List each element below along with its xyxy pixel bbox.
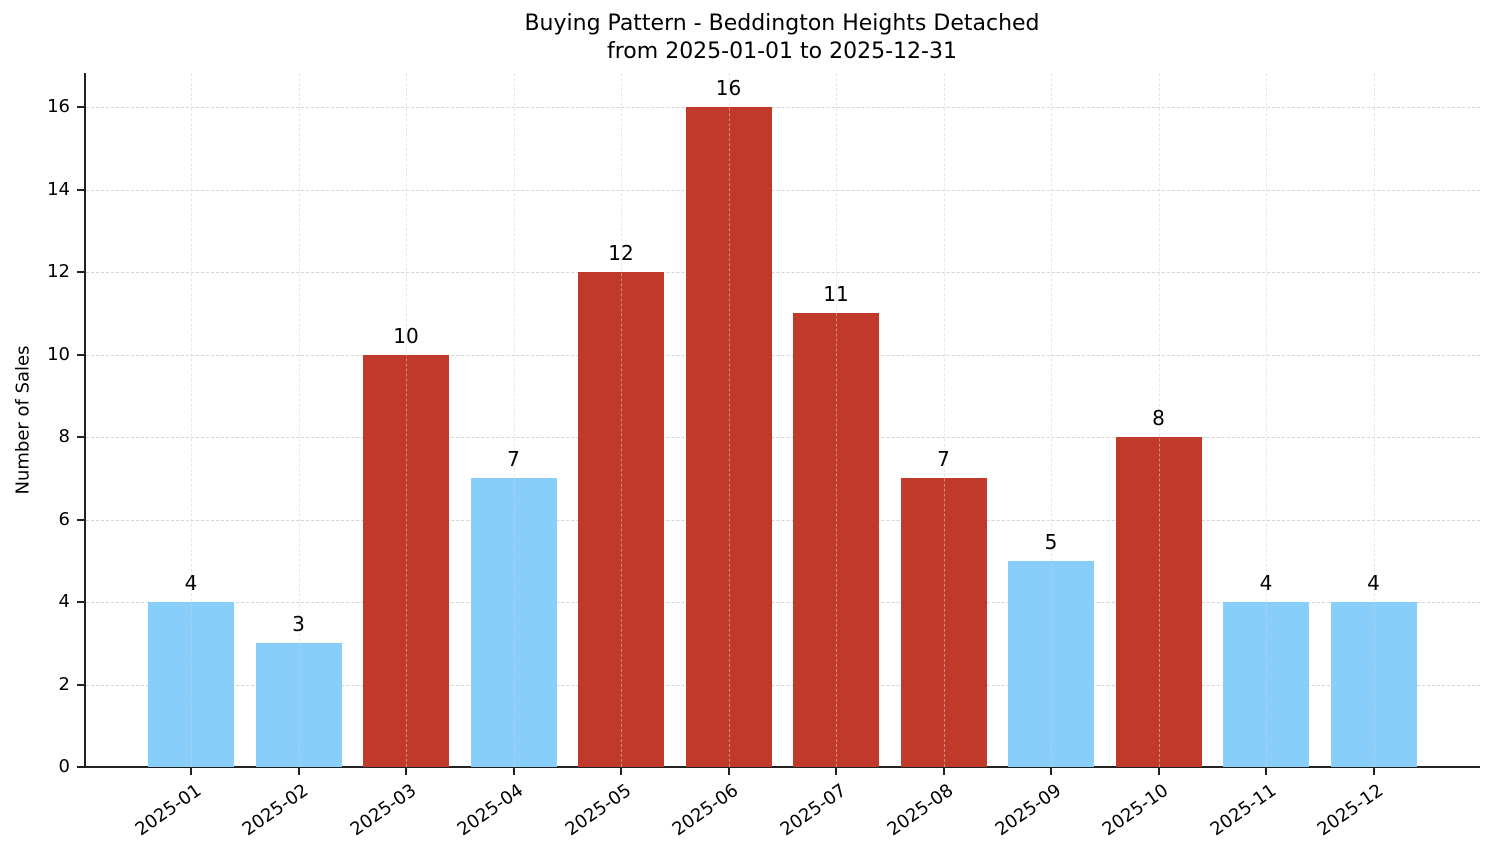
x-tick-label: 2025-02 [238,779,313,841]
x-tick [620,768,622,775]
x-tick-label: 2025-10 [1098,779,1173,841]
x-tick [1157,768,1160,775]
bar-value-label: 7 [507,447,520,472]
y-tick [77,601,84,603]
v-gridline [513,73,515,767]
bar-value-label: 10 [393,323,419,348]
x-tick [512,768,515,775]
bar-value-label: 11 [823,282,849,307]
x-tick-label: 2025-11 [1206,779,1281,841]
h-gridline [86,272,1480,273]
y-tick-label: 6 [58,508,70,530]
v-gridline [191,73,192,767]
v-gridline [943,73,945,767]
x-tick-label: 2025-08 [883,779,958,841]
h-gridline [86,437,1480,438]
bar-value-label: 16 [715,76,742,100]
h-gridline [86,107,1480,108]
bar-value-label: 4 [1259,571,1273,595]
x-axis-line [84,766,1480,768]
x-tick [1265,768,1267,775]
y-tick-label: 2 [58,673,70,695]
v-gridline [1373,73,1375,767]
x-tick-label: 2025-09 [991,779,1066,841]
v-gridline [1051,73,1052,767]
h-gridline [86,519,1480,521]
y-tick [77,271,84,273]
bar-value-label: 3 [292,612,305,637]
bar-value-label: 4 [184,571,198,595]
x-tick-label: 2025-01 [131,779,206,841]
x-tick [727,768,730,775]
h-gridline [86,354,1480,356]
bar-value-label: 7 [937,447,950,472]
y-tick [77,766,84,768]
chart-title: Buying Pattern - Beddington Heights Deta… [0,10,1494,66]
v-gridline [1158,73,1160,767]
chart-title-main: Buying Pattern - Beddington Heights Deta… [524,11,1040,36]
x-tick [1050,768,1052,775]
x-tick [190,768,192,775]
y-axis-line [84,73,86,768]
v-gridline [621,73,622,767]
y-tick [77,683,84,686]
x-tick-label: 2025-04 [453,779,528,841]
y-tick-label: 8 [58,426,70,447]
h-gridline [86,602,1480,603]
bar-value-label: 5 [1044,529,1058,554]
x-tick-label: 2025-12 [1313,779,1388,841]
v-gridline [836,73,837,767]
h-gridline [86,684,1480,686]
x-tick-label: 2025-06 [668,779,743,841]
y-tick [77,353,84,356]
bar-value-label: 8 [1152,406,1165,430]
v-gridline [298,73,300,767]
h-gridline [86,189,1480,191]
y-tick-label: 16 [47,96,70,117]
y-tick-label: 4 [58,591,70,612]
bar-value-label: 4 [1367,571,1380,595]
y-tick-label: 12 [47,261,70,282]
x-tick [405,768,407,775]
x-tick [835,768,837,775]
x-tick-label: 2025-03 [346,779,421,841]
x-tick [1372,768,1375,775]
x-tick [297,768,300,775]
y-tick-label: 0 [58,756,70,777]
y-tick [77,518,84,521]
y-tick [77,188,84,191]
y-tick [77,106,84,108]
bar-value-label: 12 [608,241,634,265]
chart-subtitle: from 2025-01-01 to 2025-12-31 [607,39,957,64]
y-axis-label: Number of Sales [12,345,34,495]
v-gridline [1266,73,1267,767]
x-tick-label: 2025-05 [561,779,636,841]
y-tick [77,436,84,438]
x-tick-label: 2025-07 [776,779,851,841]
v-gridline [406,73,407,767]
y-tick-label: 10 [47,343,70,365]
y-tick-label: 14 [47,178,70,200]
v-gridline [728,73,730,767]
x-tick [942,768,945,775]
